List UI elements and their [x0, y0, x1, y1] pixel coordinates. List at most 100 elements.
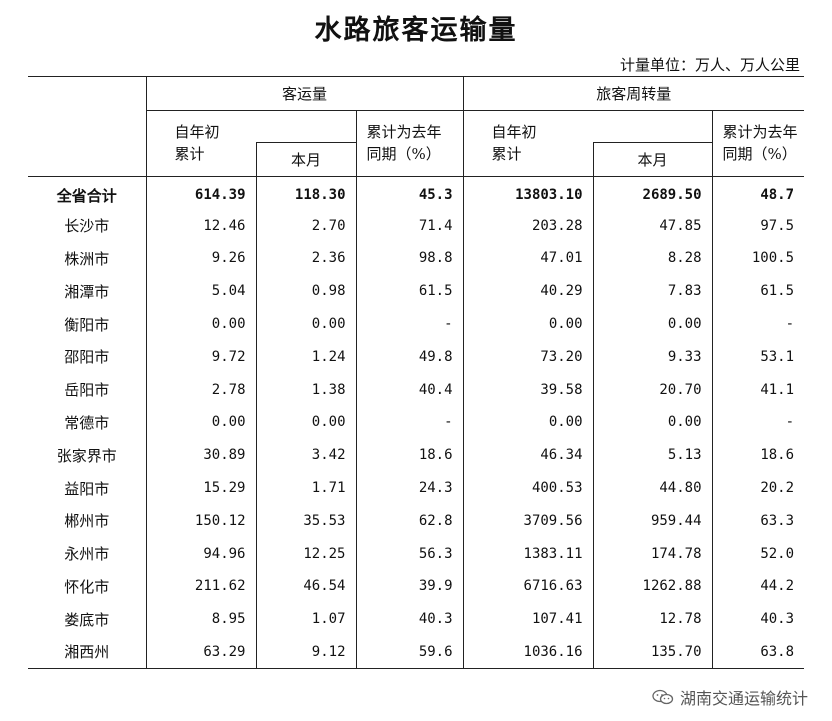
row-value: 0.00 — [145, 406, 256, 439]
row-value: 40.29 — [462, 274, 594, 308]
row-value: 13803.10 — [462, 176, 594, 210]
row-value: 61.5 — [711, 274, 805, 308]
row-value: 400.53 — [462, 471, 594, 505]
row-value: 61.5 — [355, 274, 464, 308]
row-value: 63.29 — [145, 635, 256, 669]
row-value: 0.00 — [462, 307, 594, 341]
row-name: 岳阳市 — [64, 381, 110, 400]
header-yoy-2: 累计为去年 同期（%） — [711, 110, 805, 177]
row-name: 株洲市 — [64, 249, 110, 268]
row-value: 5.04 — [145, 274, 256, 308]
row-name: 益阳市 — [64, 479, 110, 498]
corner-cell — [28, 76, 146, 177]
watermark: 湖南交通运输统计 — [652, 685, 808, 709]
row-value: 1262.88 — [592, 570, 713, 603]
row-value: 0.00 — [592, 307, 713, 341]
row-value: 35.53 — [255, 504, 356, 538]
row-value: 7.83 — [592, 274, 713, 308]
watermark-text: 湖南交通运输统计 — [679, 689, 808, 708]
table-row: 娄底市 8.95 1.07 40.3 107.41 12.78 40.3 — [28, 602, 805, 636]
row-value: 203.28 — [462, 209, 594, 243]
row-value: 118.30 — [255, 176, 356, 210]
row-value: 9.72 — [145, 340, 256, 374]
table-row: 衡阳市 0.00 0.00-0.00 0.00- — [28, 307, 805, 341]
row-value: 97.5 — [711, 209, 805, 243]
row-value: 12.46 — [145, 209, 256, 243]
row-name: 长沙市 — [64, 217, 110, 236]
row-value: 1383.11 — [462, 537, 594, 571]
row-value: 12.25 — [255, 537, 356, 571]
row-value: 174.78 — [592, 537, 713, 571]
table-row: 湘西州 63.29 9.12 59.6 1036.16 135.70 63.8 — [28, 635, 805, 669]
row-value: 1036.16 — [462, 635, 594, 669]
row-value: 2.36 — [255, 242, 356, 275]
row-name: 湘潭市 — [64, 282, 110, 301]
row-value: 107.41 — [462, 602, 594, 636]
row-value: 47.85 — [592, 209, 713, 243]
row-value: 3709.56 — [462, 504, 594, 538]
row-value: 6716.63 — [462, 570, 594, 603]
row-value: 48.7 — [711, 176, 805, 210]
row-value: 150.12 — [145, 504, 256, 538]
row-value: 46.54 — [255, 570, 356, 603]
row-value: 63.3 — [711, 504, 805, 538]
row-value: 5.13 — [592, 438, 713, 472]
row-name: 郴州市 — [64, 512, 110, 531]
row-value: 40.3 — [711, 602, 805, 636]
row-name: 常德市 — [64, 413, 110, 432]
row-value: - — [711, 307, 805, 341]
row-value: 39.9 — [355, 570, 464, 603]
row-value: 0.00 — [592, 406, 713, 439]
row-value: 1.07 — [255, 602, 356, 636]
row-value: 1.24 — [255, 340, 356, 374]
row-value: 1.71 — [255, 471, 356, 505]
row-value: 49.8 — [355, 340, 464, 374]
row-value: 959.44 — [592, 504, 713, 538]
row-value: 15.29 — [145, 471, 256, 505]
row-value: 211.62 — [145, 570, 256, 603]
row-value: - — [355, 406, 464, 439]
row-value: 59.6 — [355, 635, 464, 669]
row-value: 24.3 — [355, 471, 464, 505]
header-yoy-1: 累计为去年 同期（%） — [355, 110, 464, 177]
row-value: 18.6 — [711, 438, 805, 472]
data-table: 客运量 旅客周转量 自年初 累计 累计为去年 同期（%） 自年初 累计 累计为去… — [28, 76, 805, 669]
row-value: 52.0 — [711, 537, 805, 571]
row-value: 9.12 — [255, 635, 356, 669]
row-value: 30.89 — [145, 438, 256, 472]
header-month-1: 本月 — [255, 142, 356, 177]
row-value: 614.39 — [145, 176, 256, 210]
row-name: 湘西州 — [64, 643, 110, 662]
row-value: 135.70 — [592, 635, 713, 669]
table-row: 怀化市 211.62 46.54 39.9 6716.63 1262.88 44.2 — [28, 570, 805, 603]
row-value: 0.00 — [145, 307, 256, 341]
row-value: 18.6 — [355, 438, 464, 472]
row-value: 56.3 — [355, 537, 464, 571]
row-value: 0.98 — [255, 274, 356, 308]
row-value: 2.78 — [145, 373, 256, 407]
wechat-icon — [652, 689, 674, 705]
row-value: 71.4 — [355, 209, 464, 243]
row-name: 衡阳市 — [64, 315, 110, 334]
row-value: 20.70 — [592, 373, 713, 407]
row-value: 46.34 — [462, 438, 594, 472]
row-name: 娄底市 — [64, 610, 110, 629]
row-value: - — [711, 406, 805, 439]
row-value: 40.3 — [355, 602, 464, 636]
row-value: 73.20 — [462, 340, 594, 374]
header-spacer-1 — [256, 111, 356, 143]
row-name: 全省合计 — [56, 186, 117, 205]
table-row: 常德市 0.00 0.00-0.00 0.00- — [28, 406, 805, 439]
row-value: 9.33 — [592, 340, 713, 374]
row-value: - — [355, 307, 464, 341]
table-row: 长沙市 12.46 2.70 71.4 203.28 47.85 97.5 — [28, 209, 805, 243]
table-row: 全省合计 614.39 118.30 45.3 13803.10 2689.50 48.7 — [28, 176, 805, 210]
header-ytd-1: 自年初 累计 — [145, 110, 256, 177]
header-group-turnover: 旅客周转量 — [462, 76, 805, 111]
header-month-2: 本月 — [592, 142, 713, 177]
row-value: 8.95 — [145, 602, 256, 636]
row-value: 20.2 — [711, 471, 805, 505]
row-value: 63.8 — [711, 635, 805, 669]
row-name: 怀化市 — [64, 577, 110, 596]
row-value: 62.8 — [355, 504, 464, 538]
